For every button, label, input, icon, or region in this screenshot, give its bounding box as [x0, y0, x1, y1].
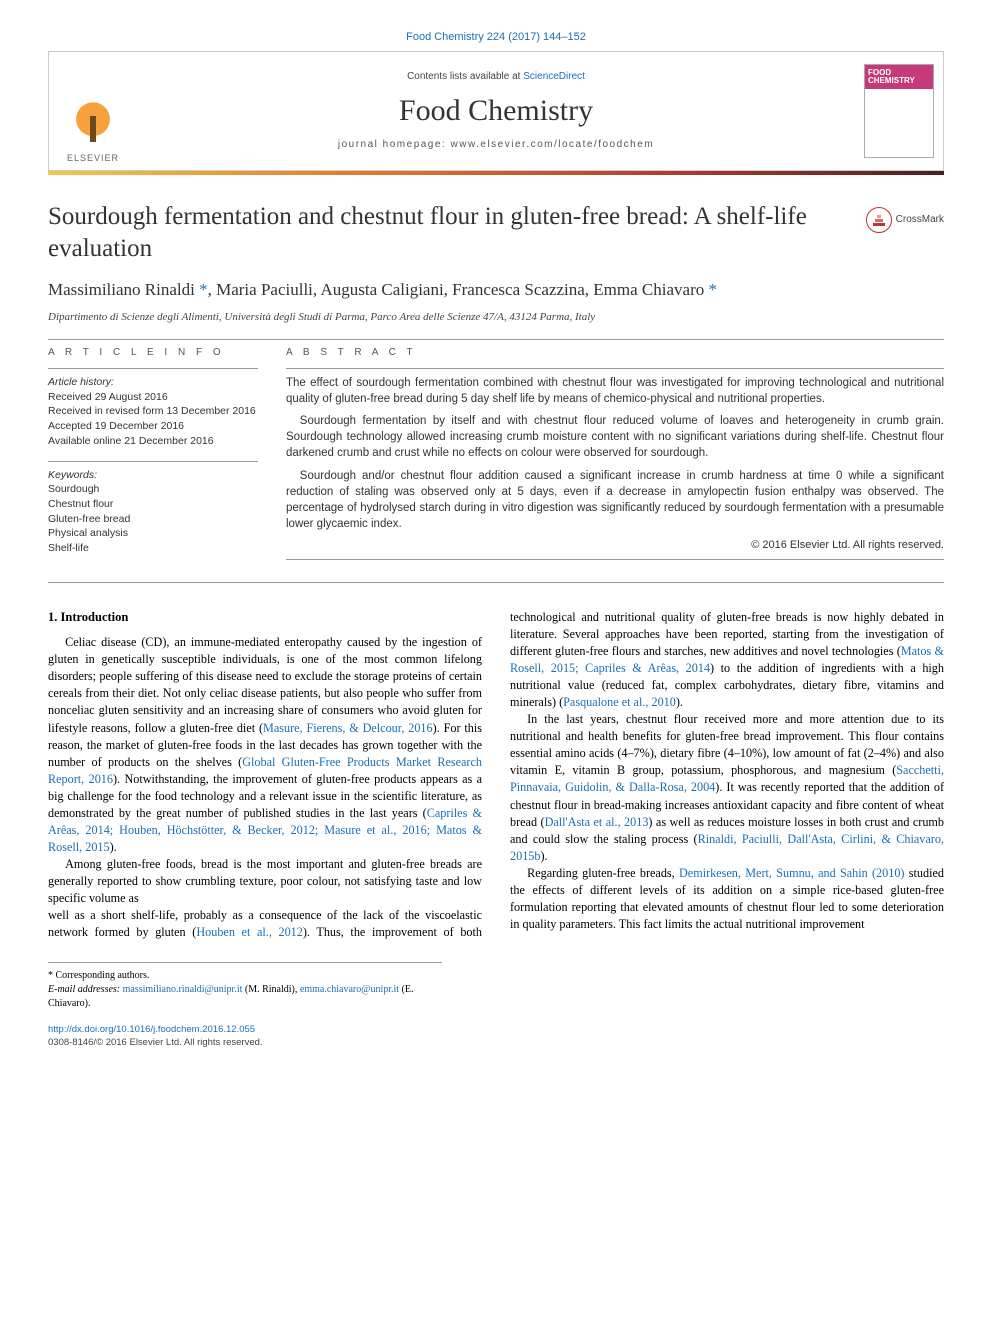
history-line: Available online 21 December 2016 [48, 434, 258, 449]
homepage-url[interactable]: www.elsevier.com/locate/foodchem [451, 139, 655, 150]
sciencedirect-link[interactable]: ScienceDirect [523, 71, 585, 82]
divider [286, 559, 944, 560]
history-line: Accepted 19 December 2016 [48, 419, 258, 434]
abstract-label: A B S T R A C T [286, 346, 944, 360]
cover-thumb-cell: FOOD CHEMISTRY [855, 52, 943, 170]
author-list: Massimiliano Rinaldi *, Maria Paciulli, … [48, 278, 944, 302]
citation-link[interactable]: Masure, Fierens, & Delcour, 2016 [263, 721, 433, 735]
keyword: Physical analysis [48, 526, 258, 541]
corresponding-marker: * [704, 280, 717, 299]
divider [48, 461, 258, 462]
article-info-label: A R T I C L E I N F O [48, 346, 258, 360]
divider [48, 339, 944, 340]
keyword: Shelf-life [48, 541, 258, 556]
history-line: Received 29 August 2016 [48, 390, 258, 405]
journal-homepage-line: journal homepage: www.elsevier.com/locat… [338, 138, 654, 152]
crossmark-icon [866, 207, 892, 233]
journal-cover-thumbnail: FOOD CHEMISTRY [864, 64, 934, 158]
body-paragraph: Celiac disease (CD), an immune-mediated … [48, 634, 482, 856]
journal-masthead: ELSEVIER Contents lists available at Sci… [48, 51, 944, 171]
section-heading: 1. Introduction [48, 609, 482, 627]
journal-name: Food Chemistry [399, 90, 593, 132]
body-paragraph: Regarding gluten-free breads, Demirkesen… [510, 865, 944, 933]
homepage-prefix: journal homepage: [338, 139, 451, 150]
citation-link[interactable]: Demirkesen, Mert, Sumnu, and Sahin (2010… [679, 866, 905, 880]
citation-link[interactable]: Pasqualone et al., 2010 [563, 695, 676, 709]
abstract-copyright: © 2016 Elsevier Ltd. All rights reserved… [286, 538, 944, 553]
publisher-logo-cell: ELSEVIER [49, 52, 137, 170]
divider [48, 582, 944, 583]
author-email-link[interactable]: emma.chiavaro@unipr.it [300, 984, 399, 995]
history-line: Received in revised form 13 December 201… [48, 404, 258, 419]
footnotes: * Corresponding authors. E-mail addresse… [48, 962, 442, 1011]
author-email-link[interactable]: massimiliano.rinaldi@unipr.it [123, 984, 243, 995]
footer: http://dx.doi.org/10.1016/j.foodchem.201… [48, 1023, 944, 1050]
divider [286, 368, 944, 369]
cover-word-2: CHEMISTRY [868, 77, 930, 85]
affiliation: Dipartimento di Scienze degli Alimenti, … [48, 310, 944, 325]
elsevier-logo: ELSEVIER [58, 74, 128, 164]
citation-link[interactable]: Dall'Asta et al., 2013 [545, 815, 649, 829]
body-paragraph: Among gluten-free foods, bread is the mo… [48, 856, 482, 907]
article-title: Sourdough fermentation and chestnut flou… [48, 201, 850, 264]
keyword: Chestnut flour [48, 497, 258, 512]
abstract-paragraph: The effect of sourdough fermentation com… [286, 375, 944, 407]
corresponding-authors-note: * Corresponding authors. [48, 969, 442, 983]
masthead-gradient-bar [48, 171, 944, 175]
abstract-paragraph: Sourdough fermentation by itself and wit… [286, 413, 944, 461]
elsevier-tree-icon [65, 94, 121, 150]
issn-copyright: 0308-8146/© 2016 Elsevier Ltd. All right… [48, 1037, 263, 1048]
crossmark-label: CrossMark [896, 213, 944, 227]
citation-line: Food Chemistry 224 (2017) 144–152 [48, 30, 944, 45]
keywords-heading: Keywords: [48, 469, 97, 481]
email-line: E-mail addresses: massimiliano.rinaldi@u… [48, 983, 442, 1011]
abstract-paragraph: Sourdough and/or chestnut flour addition… [286, 468, 944, 532]
keyword: Gluten-free bread [48, 512, 258, 527]
contents-prefix: Contents lists available at [407, 71, 523, 82]
crossmark-widget[interactable]: CrossMark [866, 207, 944, 233]
body-paragraph: In the last years, chestnut flour receiv… [510, 711, 944, 865]
publisher-word: ELSEVIER [67, 152, 119, 165]
citation-link[interactable]: Houben et al., 2012 [196, 925, 303, 939]
history-heading: Article history: [48, 376, 114, 388]
contents-available-line: Contents lists available at ScienceDirec… [407, 70, 585, 84]
corresponding-marker: * [195, 280, 208, 299]
article-body: 1. Introduction Celiac disease (CD), an … [48, 609, 944, 942]
divider [48, 368, 258, 369]
doi-link[interactable]: http://dx.doi.org/10.1016/j.foodchem.201… [48, 1024, 255, 1035]
keyword: Sourdough [48, 482, 258, 497]
